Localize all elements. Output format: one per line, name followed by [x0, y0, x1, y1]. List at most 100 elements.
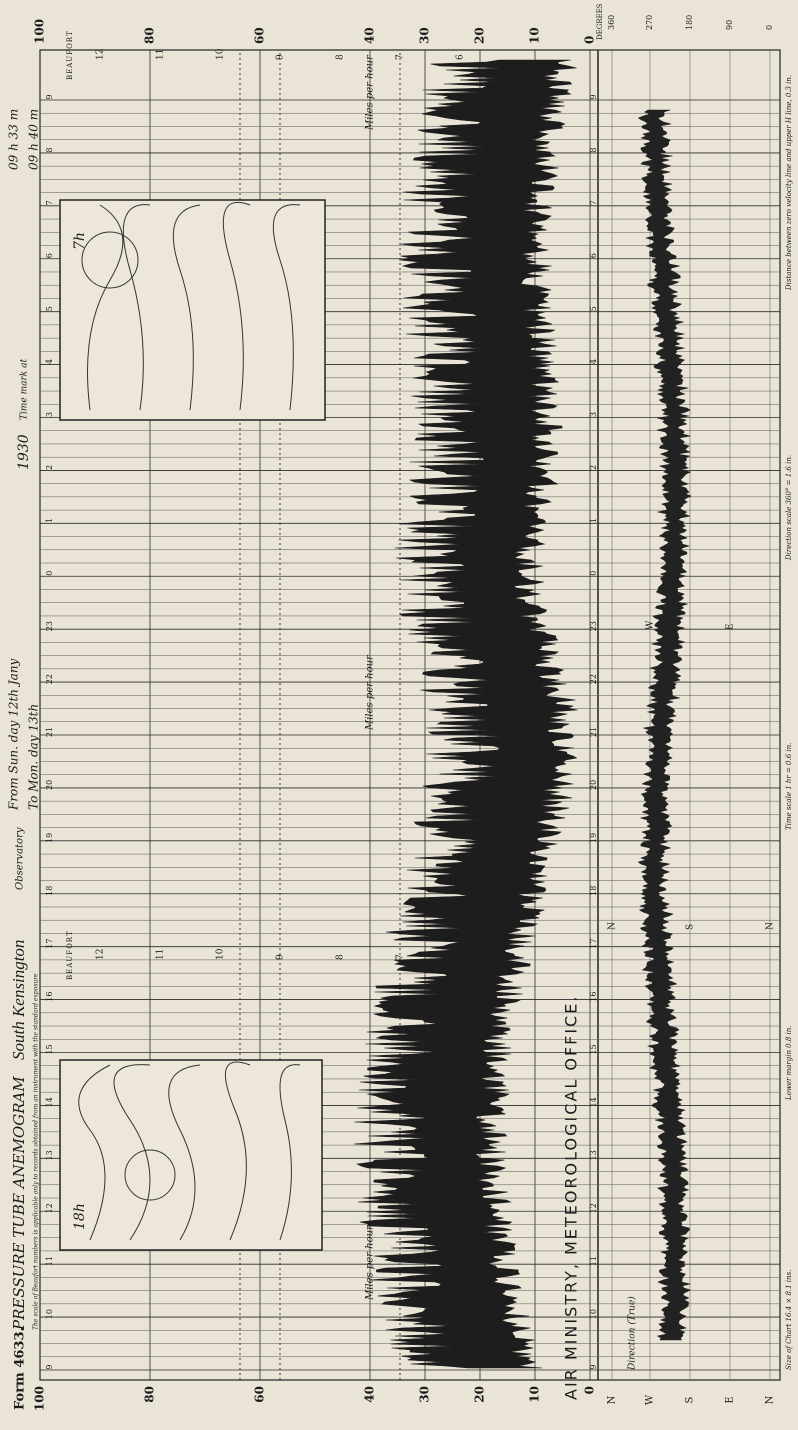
speed-tick-label: 100 [33, 1386, 47, 1411]
footer-note: Distance between zero velocity line and … [785, 75, 793, 291]
hour-label: 20 [589, 780, 598, 790]
map-time: 7h [72, 232, 88, 250]
degrees-title: DEGREES [596, 3, 604, 40]
hour-label: 19 [45, 833, 54, 843]
map-time: 18h [72, 1203, 88, 1230]
direction-point: S [685, 1396, 696, 1403]
hour-label: 5 [589, 306, 598, 311]
body: Form 4633. PRESSURE TUBE ANEMOGRAM The s… [0, 0, 798, 1430]
beaufort-number: 12 [96, 49, 106, 60]
hour-label: 19 [589, 833, 598, 843]
hour-label: 11 [45, 1256, 54, 1266]
speed-tick-label: 20 [473, 1386, 487, 1403]
hour-label: 18 [45, 886, 54, 896]
beaufort-label: BEAUFORT [66, 30, 74, 80]
hour-label: 1 [45, 518, 54, 523]
speed-tick-label: 20 [473, 27, 487, 44]
start-time: 09 h 33 m [7, 109, 21, 170]
speed-tick-label: 40 [363, 27, 377, 44]
hour-label: 1 [589, 518, 598, 523]
beaufort-number: 6 [456, 54, 466, 60]
hour-label: 6 [589, 253, 598, 258]
hour-label: 13 [589, 1150, 598, 1160]
hour-label: 0 [45, 571, 54, 576]
hour-label: 21 [589, 727, 598, 737]
speed-tick-label: 0 [583, 1386, 597, 1394]
beaufort-number: 11 [156, 49, 166, 60]
footer-note: Size of Chart 16.4 × 8.1 ins. [785, 1270, 793, 1370]
station: South Kensington [9, 940, 28, 1060]
hour-label: 20 [45, 780, 54, 790]
hour-label: 4 [589, 359, 598, 364]
direction-point: W [646, 620, 656, 630]
direction-point: E [726, 623, 736, 630]
hour-label: 17 [45, 939, 54, 949]
hour-label: 23 [589, 621, 598, 631]
direction-title: Direction (True) [627, 1296, 638, 1371]
time-mark: Time mark at [20, 359, 30, 420]
anemogram-sheet: Form 4633. PRESSURE TUBE ANEMOGRAM The s… [0, 0, 798, 1430]
speed-tick-label: 10 [528, 1386, 542, 1403]
beaufort-label: BEAUFORT [66, 930, 74, 980]
beaufort-number: 8 [336, 54, 346, 60]
hour-label: 7 [45, 200, 54, 205]
speed-axis-label: Miles per hour [365, 54, 376, 131]
beaufort-number: 9 [276, 954, 286, 960]
direction-point: S [686, 924, 696, 930]
speed-axis-label: Miles per hour [365, 654, 376, 731]
from-date: From Sun. day 12th Jany [7, 658, 21, 811]
hour-label: 18 [589, 886, 598, 896]
direction-point: W [645, 1394, 656, 1405]
beaufort-number: 10 [216, 948, 226, 960]
hour-label: 0 [589, 571, 598, 576]
form-number: Form 4633. [13, 1327, 28, 1410]
hour-label: 22 [589, 674, 598, 684]
beaufort-number: 7 [396, 54, 406, 60]
hour-label: 16 [45, 991, 54, 1001]
speed-tick-label: 10 [528, 27, 542, 44]
footer-note: Time scale 1 hr = 0.6 in. [785, 743, 793, 830]
hour-label: 13 [45, 1150, 54, 1160]
weather-map [60, 1060, 322, 1250]
direction-point: N [607, 1395, 618, 1404]
degree-label: 360 [607, 15, 616, 30]
sheet-title: PRESSURE TUBE ANEMOGRAM [10, 1076, 28, 1331]
direction-point: N [766, 922, 776, 930]
speed-tick-label: 30 [418, 1386, 432, 1403]
office: AIR MINISTRY, METEOROLOGICAL OFFICE. [562, 995, 581, 1400]
beaufort-number: 8 [336, 954, 346, 960]
speed-tick-label: 80 [143, 1386, 157, 1403]
page: Pressure Tube Anemogram {"header":{"form… [0, 0, 798, 1430]
direction-point: E [725, 1396, 736, 1403]
degree-label: 90 [725, 20, 734, 30]
hour-label: 6 [45, 253, 54, 258]
hour-label: 11 [589, 1256, 598, 1266]
footer-note: Lower margin 0.8 in. [785, 1025, 793, 1101]
beaufort-number: 10 [216, 48, 226, 60]
to-date: To Mon. day 13th [27, 704, 41, 810]
hour-label: 9 [589, 1364, 598, 1369]
hour-label: 23 [45, 621, 54, 631]
end-time: 09 h 40 m [27, 109, 41, 170]
hour-label: 22 [45, 674, 54, 684]
observatory: Observatory [15, 827, 26, 890]
hour-label: 7 [589, 200, 598, 205]
footer-note: Direction scale 360° = 1.6 in. [785, 455, 793, 561]
hour-label: 9 [45, 1364, 54, 1369]
hour-label: 10 [45, 1309, 54, 1319]
hour-label: 15 [45, 1044, 54, 1054]
speed-tick-label: 100 [33, 19, 47, 44]
speed-axis-label: Miles per hour [365, 1224, 376, 1301]
speed-tick-label: 30 [418, 27, 432, 44]
degree-label: 180 [685, 15, 694, 30]
beaufort-number: 11 [156, 949, 166, 960]
hour-label: 2 [45, 465, 54, 470]
direction-point: N [765, 1395, 776, 1404]
speed-tick-label: 80 [143, 27, 157, 44]
speed-tick-label: 60 [253, 27, 267, 44]
hour-label: 16 [589, 991, 598, 1001]
hour-label: 9 [589, 94, 598, 99]
hour-label: 14 [45, 1097, 54, 1107]
beaufort-number: 7 [396, 954, 406, 960]
hour-label: 15 [589, 1044, 598, 1054]
